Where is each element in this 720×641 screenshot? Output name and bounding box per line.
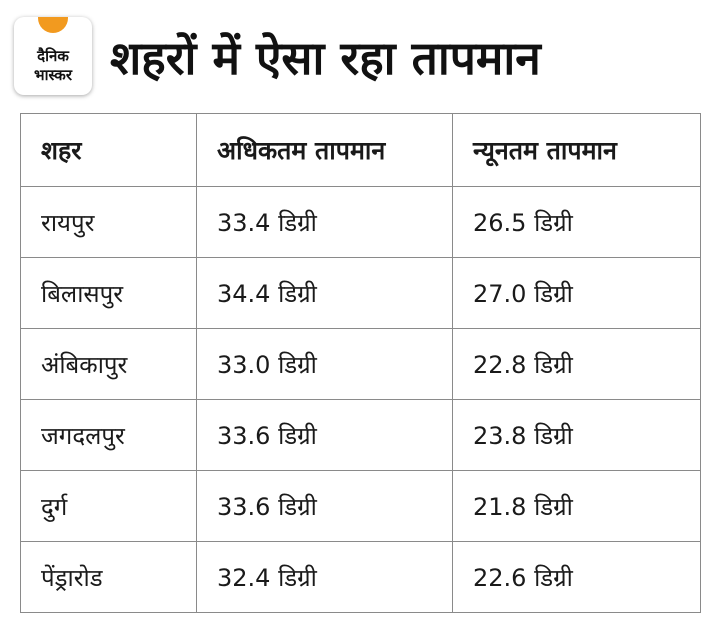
dainik-bhaskar-logo: दैनिक भास्कर (14, 17, 92, 95)
column-header-min-temp: न्यूनतम तापमान (452, 113, 701, 187)
cell-min-temp: 27.0 डिग्री (452, 257, 701, 329)
cell-max-temp: 32.4 डिग्री (196, 541, 453, 613)
table-row: रायपुर 33.4 डिग्री 26.5 डिग्री (20, 186, 701, 258)
page-title: शहरों में ऐसा रहा तापमान (110, 31, 541, 85)
logo-line-1: दैनिक (37, 47, 69, 65)
sun-icon (38, 17, 68, 33)
cell-max-temp: 33.4 डिग्री (196, 186, 453, 258)
column-header-max-temp: अधिकतम तापमान (196, 113, 453, 187)
cell-min-temp: 23.8 डिग्री (452, 399, 701, 471)
cell-city: रायपुर (20, 186, 197, 258)
table-row: जगदलपुर 33.6 डिग्री 23.8 डिग्री (20, 399, 701, 471)
cell-max-temp: 34.4 डिग्री (196, 257, 453, 329)
cell-min-temp: 22.6 डिग्री (452, 541, 701, 613)
logo-line-2: भास्कर (34, 66, 72, 84)
cell-min-temp: 26.5 डिग्री (452, 186, 701, 258)
header: दैनिक भास्कर शहरों में ऐसा रहा तापमान (0, 0, 720, 112)
table-row: पेंड्रारोड 32.4 डिग्री 22.6 डिग्री (20, 541, 701, 613)
table-row: बिलासपुर 34.4 डिग्री 27.0 डिग्री (20, 257, 701, 329)
column-header-city: शहर (20, 113, 197, 187)
cell-min-temp: 21.8 डिग्री (452, 470, 701, 542)
cell-city: जगदलपुर (20, 399, 197, 471)
cell-city: अंबिकापुर (20, 328, 197, 400)
table-row: दुर्ग 33.6 डिग्री 21.8 डिग्री (20, 470, 701, 542)
table-header-row: शहर अधिकतम तापमान न्यूनतम तापमान (20, 113, 701, 187)
cell-city: बिलासपुर (20, 257, 197, 329)
cell-max-temp: 33.0 डिग्री (196, 328, 453, 400)
cell-max-temp: 33.6 डिग्री (196, 399, 453, 471)
cell-max-temp: 33.6 डिग्री (196, 470, 453, 542)
cell-city: पेंड्रारोड (20, 541, 197, 613)
temperature-table: शहर अधिकतम तापमान न्यूनतम तापमान रायपुर … (20, 113, 701, 613)
table-row: अंबिकापुर 33.0 डिग्री 22.8 डिग्री (20, 328, 701, 400)
cell-min-temp: 22.8 डिग्री (452, 328, 701, 400)
cell-city: दुर्ग (20, 470, 197, 542)
